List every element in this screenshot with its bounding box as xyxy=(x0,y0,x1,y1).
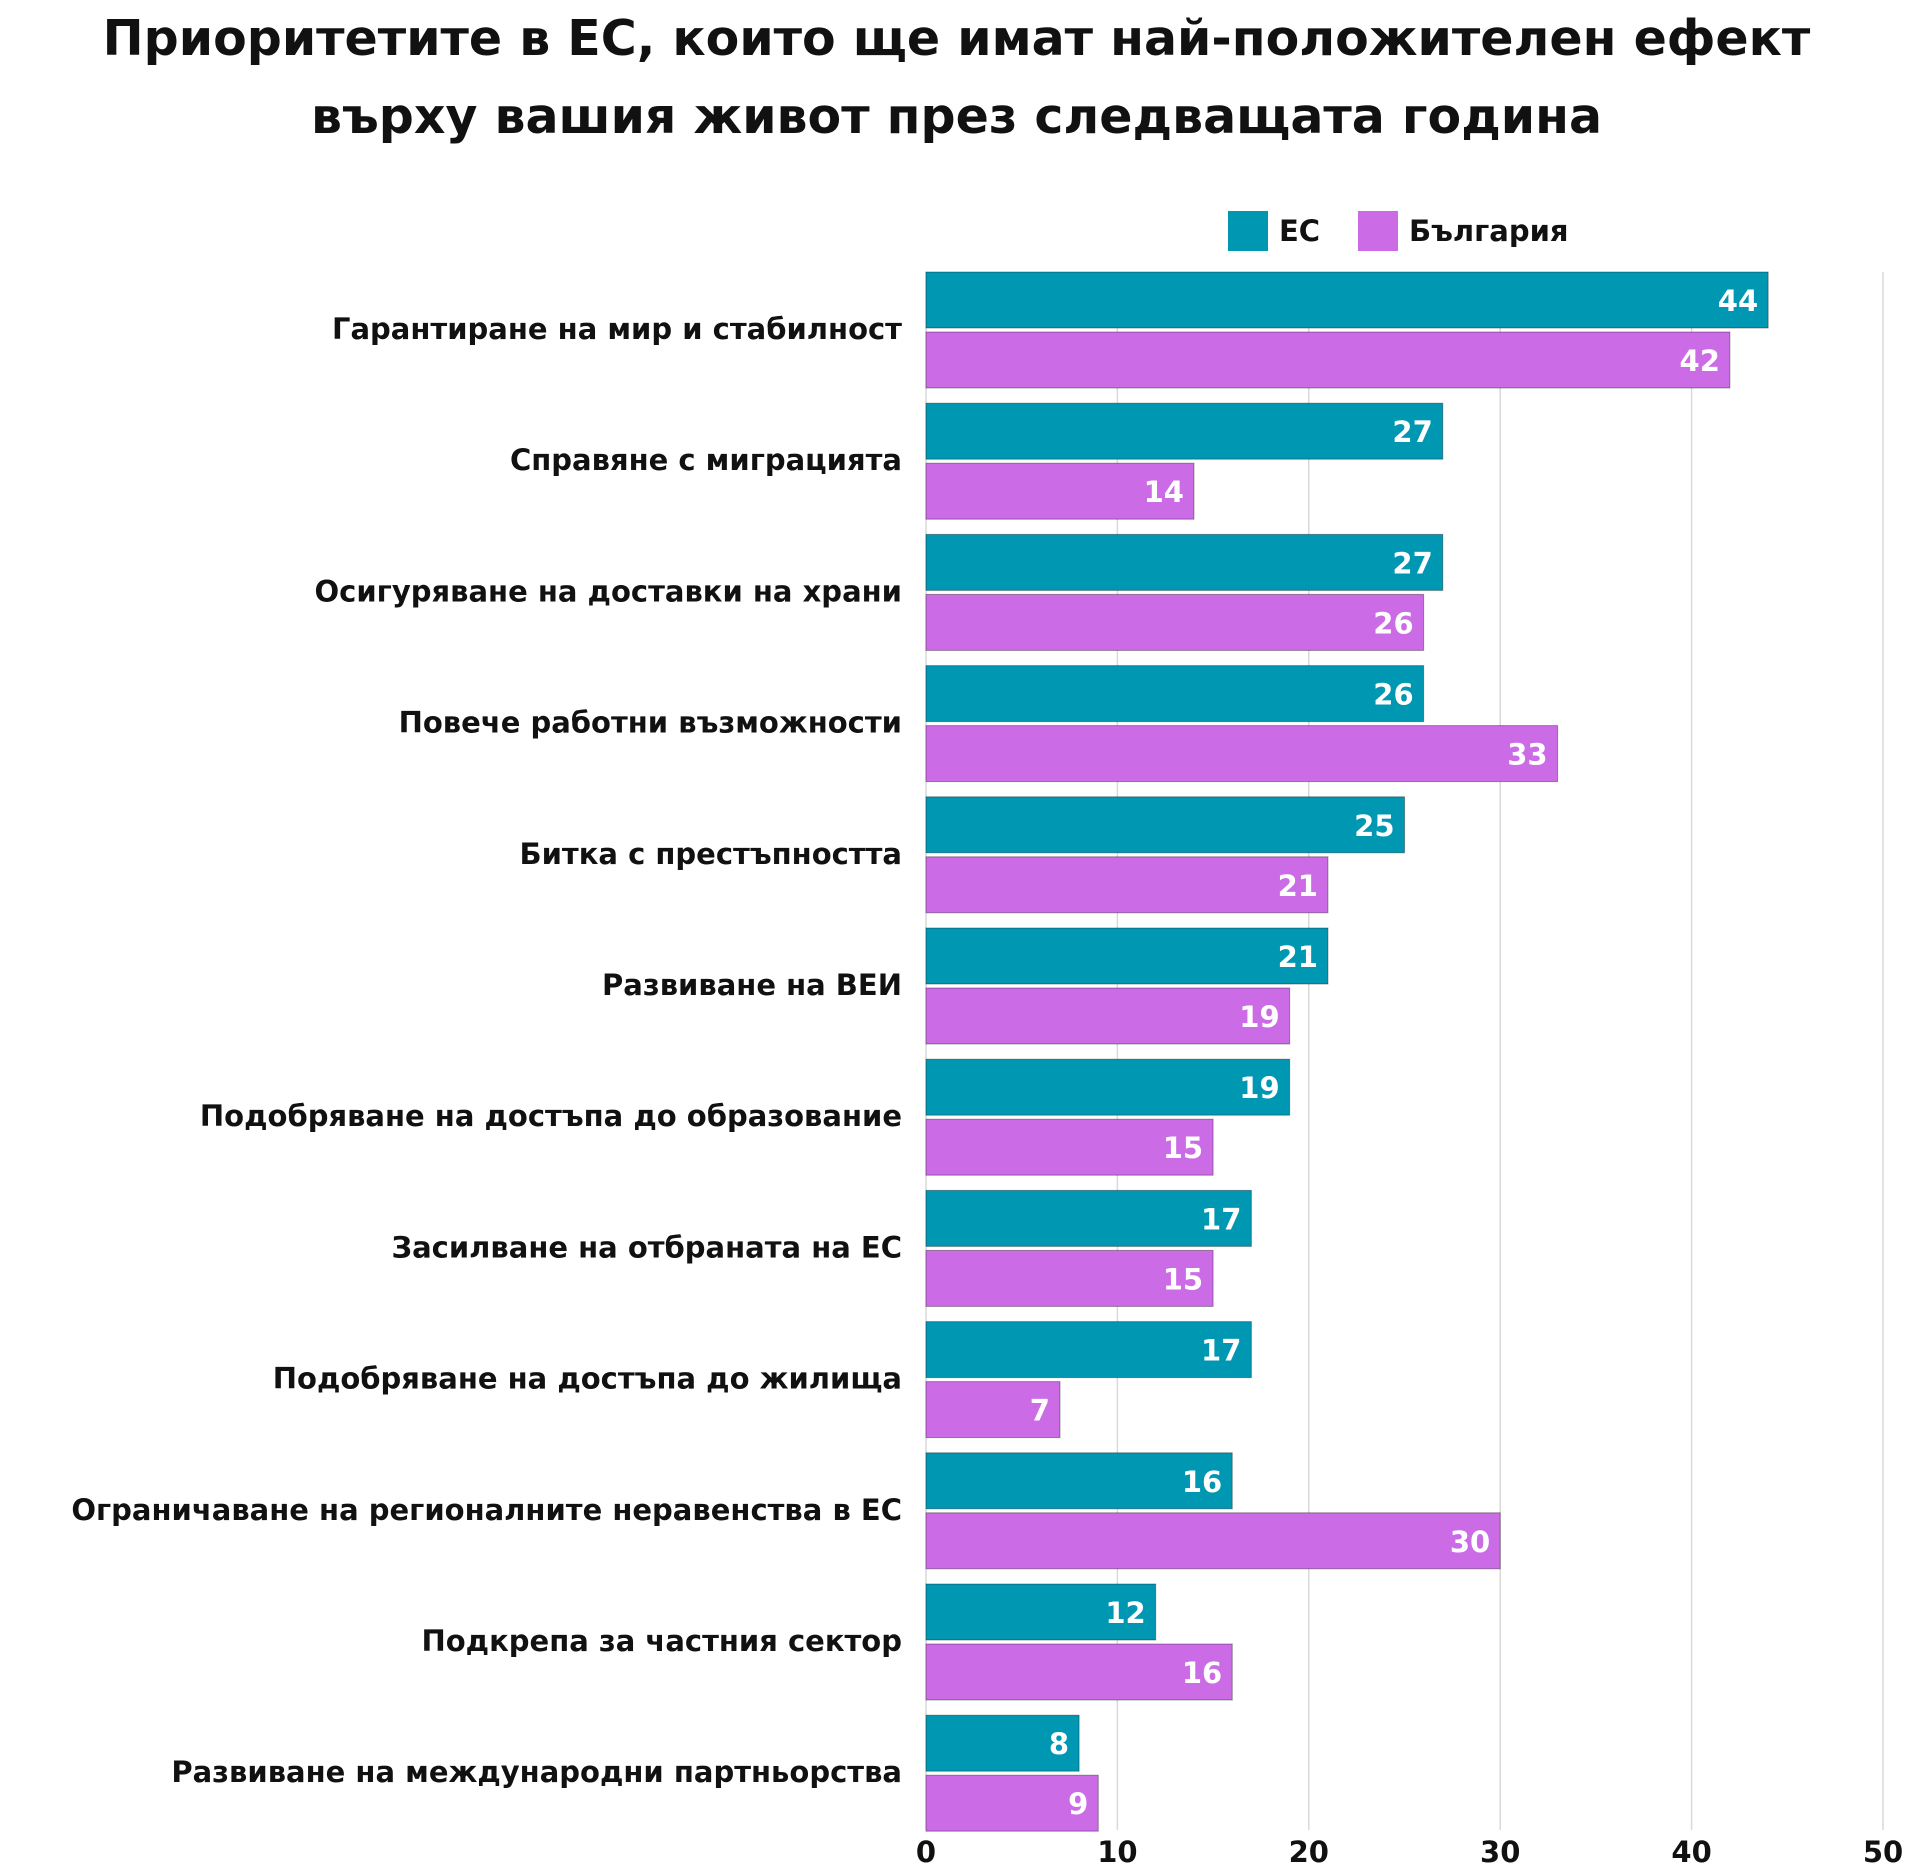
bar-eu xyxy=(925,796,1405,854)
legend-label-eu: ЕС xyxy=(1279,214,1320,248)
data-label: 26 xyxy=(1373,606,1413,640)
bar-bg xyxy=(925,1774,1099,1832)
data-label: 12 xyxy=(1105,1596,1145,1630)
data-label: 17 xyxy=(1201,1202,1241,1236)
legend-swatch-eu xyxy=(1228,211,1268,251)
category-label: Подкрепа за частния сектор xyxy=(421,1624,902,1658)
x-tick-label: 50 xyxy=(1863,1835,1903,1866)
category-label: Подобряване на достъпа до образование xyxy=(200,1099,902,1133)
category-label: Повече работни възможности xyxy=(399,706,902,740)
data-label: 14 xyxy=(1144,475,1184,509)
data-label: 44 xyxy=(1718,284,1758,318)
data-label: 16 xyxy=(1182,1656,1222,1690)
data-label: 7 xyxy=(1030,1394,1050,1428)
category-label: Гарантиране на мир и стабилност xyxy=(332,312,902,346)
data-label: 21 xyxy=(1278,940,1318,974)
bar-bg xyxy=(925,1249,1214,1307)
bar-bg xyxy=(925,331,1731,389)
bar-eu xyxy=(925,1321,1252,1379)
data-label: 26 xyxy=(1373,678,1413,712)
bar-eu xyxy=(925,1189,1252,1247)
bar-bg xyxy=(925,1118,1214,1176)
x-tick-label: 20 xyxy=(1289,1835,1329,1866)
data-label: 19 xyxy=(1239,1000,1279,1034)
category-label: Засилване на отбраната на ЕС xyxy=(391,1230,902,1264)
bar-eu xyxy=(925,1058,1291,1116)
data-label: 9 xyxy=(1068,1787,1088,1821)
chart-title-line-2: върху вашия живот през следващата година xyxy=(310,88,1603,145)
data-label: 19 xyxy=(1239,1071,1279,1105)
data-label: 15 xyxy=(1163,1262,1203,1296)
data-label: 30 xyxy=(1450,1525,1490,1559)
bar-bg xyxy=(925,1381,1061,1439)
x-tick-label: 10 xyxy=(1097,1835,1137,1866)
data-label: 42 xyxy=(1680,344,1720,378)
category-label: Развиване на ВЕИ xyxy=(602,968,902,1002)
x-tick-label: 30 xyxy=(1480,1835,1520,1866)
chart-title: Приоритетите в ЕС, които ще имат най-пол… xyxy=(0,0,1913,156)
data-label: 33 xyxy=(1507,738,1547,772)
legend-label-bg: България xyxy=(1409,214,1569,248)
data-label: 27 xyxy=(1392,546,1432,580)
bar-bg xyxy=(925,1512,1501,1570)
bar-eu xyxy=(925,533,1444,591)
category-label: Ограничаване на регионалните неравенства… xyxy=(71,1493,902,1527)
bar-eu xyxy=(925,927,1329,985)
bar-eu xyxy=(925,1583,1157,1641)
category-label: Подобряване на достъпа до жилища xyxy=(273,1362,902,1396)
category-label: Осигуряване на доставки на храни xyxy=(315,574,902,608)
bar-bg xyxy=(925,593,1425,651)
legend-swatch-bg xyxy=(1358,211,1398,251)
data-label: 17 xyxy=(1201,1334,1241,1368)
x-tick-label: 40 xyxy=(1671,1835,1711,1866)
bar-eu xyxy=(925,271,1769,329)
category-label: Справяне с миграцията xyxy=(510,443,902,477)
data-label: 25 xyxy=(1354,809,1394,843)
x-tick-label: 0 xyxy=(916,1835,936,1866)
data-label: 21 xyxy=(1278,869,1318,903)
data-label: 16 xyxy=(1182,1465,1222,1499)
category-label: Битка с престъпността xyxy=(520,837,903,871)
bar-eu xyxy=(925,665,1425,723)
category-label: Развиване на международни партньорства xyxy=(171,1755,902,1789)
bar-bg xyxy=(925,462,1195,520)
bar-eu xyxy=(925,402,1444,460)
bar-bg xyxy=(925,856,1329,914)
bar-eu xyxy=(925,1452,1233,1510)
data-label: 8 xyxy=(1049,1727,1069,1761)
chart-title-line-1: Приоритетите в ЕС, които ще имат най-пол… xyxy=(102,10,1811,67)
data-label: 27 xyxy=(1392,415,1432,449)
data-label: 15 xyxy=(1163,1131,1203,1165)
bar-bg xyxy=(925,725,1559,783)
bar-bg xyxy=(925,987,1291,1045)
bar-eu xyxy=(925,1714,1080,1772)
bar-bg xyxy=(925,1643,1233,1701)
